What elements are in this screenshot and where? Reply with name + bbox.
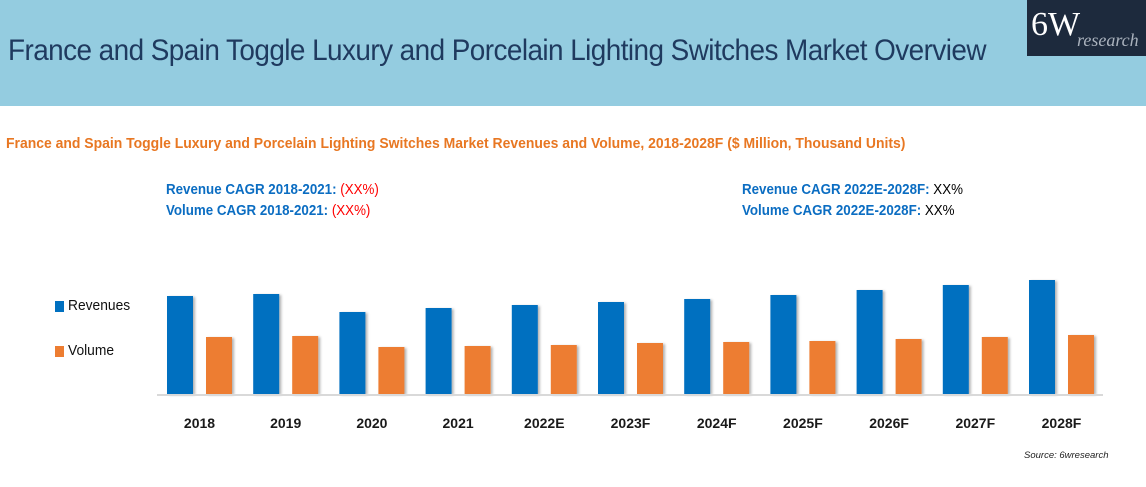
cagr-value: (XX%) — [328, 203, 371, 219]
cagr-value: XX% — [921, 203, 955, 219]
header-banner: France and Spain Toggle Luxury and Porce… — [0, 0, 1146, 106]
chart-title: France and Spain Toggle Luxury and Porce… — [6, 135, 906, 152]
legend-swatch-volume — [55, 346, 64, 357]
bar-revenues-2023f — [598, 302, 624, 394]
bar-volume-2019 — [292, 336, 319, 394]
revenue-cagr-historical: Revenue CAGR 2018-2021: (XX%) — [166, 180, 379, 201]
cagr-value: (XX%) — [336, 182, 379, 198]
bar-volume-2028f — [1068, 335, 1094, 394]
source-note: Source: 6wresearch — [1024, 450, 1109, 461]
x-tick-label: 2028F — [1042, 415, 1082, 431]
bar-revenues-2019 — [253, 294, 280, 394]
bar-revenues-2021 — [425, 308, 452, 394]
bar-revenues-2020 — [339, 312, 366, 394]
x-tick-label: 2019 — [270, 415, 301, 431]
cagr-value: XX% — [929, 182, 963, 198]
logo-main-text: 6W — [1031, 6, 1081, 43]
bar-revenues-2025f — [770, 295, 797, 394]
x-tick-label: 2018 — [184, 415, 215, 431]
x-tick-label: 2024F — [697, 415, 737, 431]
x-tick-label: 2026F — [869, 415, 909, 431]
cagr-label: Volume CAGR 2022E-2028F: — [742, 203, 922, 219]
bar-volume-2025f — [809, 341, 836, 394]
bar-revenues-2024f — [684, 299, 711, 394]
x-tick-label: 2023F — [611, 415, 651, 431]
bar-volume-2023f — [637, 343, 663, 394]
legend-label: Volume — [68, 342, 115, 359]
company-logo: 6W research — [1027, 0, 1146, 56]
x-tick-label: 2020 — [356, 415, 387, 431]
cagr-forecast: Revenue CAGR 2022E-2028F: XX% Volume CAG… — [742, 180, 963, 222]
bar-volume-2026f — [895, 339, 922, 394]
bar-volume-2021 — [464, 346, 491, 394]
legend-swatch-revenues — [55, 301, 64, 312]
bar-volume-2024f — [723, 342, 750, 394]
cagr-label: Revenue CAGR 2022E-2028F: — [742, 182, 930, 198]
revenue-cagr-forecast: Revenue CAGR 2022E-2028F: XX% — [742, 180, 963, 201]
x-tick-label: 2021 — [443, 415, 474, 431]
x-tick-label: 2022E — [524, 415, 564, 431]
bar-revenues-2027f — [942, 285, 969, 394]
cagr-label: Volume CAGR 2018-2021: — [166, 203, 329, 219]
x-tick-label: 2027F — [955, 415, 995, 431]
volume-cagr-forecast: Volume CAGR 2022E-2028F: XX% — [742, 201, 963, 222]
bar-volume-2020 — [378, 347, 405, 394]
bar-revenues-2022e — [511, 305, 538, 394]
x-tick-label: 2025F — [783, 415, 823, 431]
bar-revenues-2018 — [167, 296, 193, 394]
bar-revenues-2028f — [1029, 280, 1055, 394]
cagr-historical: Revenue CAGR 2018-2021: (XX%) Volume CAG… — [166, 180, 379, 222]
bar-revenues-2026f — [856, 290, 883, 394]
bar-volume-2027f — [981, 337, 1008, 394]
cagr-label: Revenue CAGR 2018-2021: — [166, 182, 337, 198]
bar-volume-2018 — [206, 337, 232, 394]
bar-volume-2022e — [550, 345, 577, 394]
page-title: France and Spain Toggle Luxury and Porce… — [8, 34, 987, 67]
logo-sub-text: research — [1077, 30, 1139, 50]
legend-label: Revenues — [68, 297, 131, 314]
volume-cagr-historical: Volume CAGR 2018-2021: (XX%) — [166, 201, 379, 222]
